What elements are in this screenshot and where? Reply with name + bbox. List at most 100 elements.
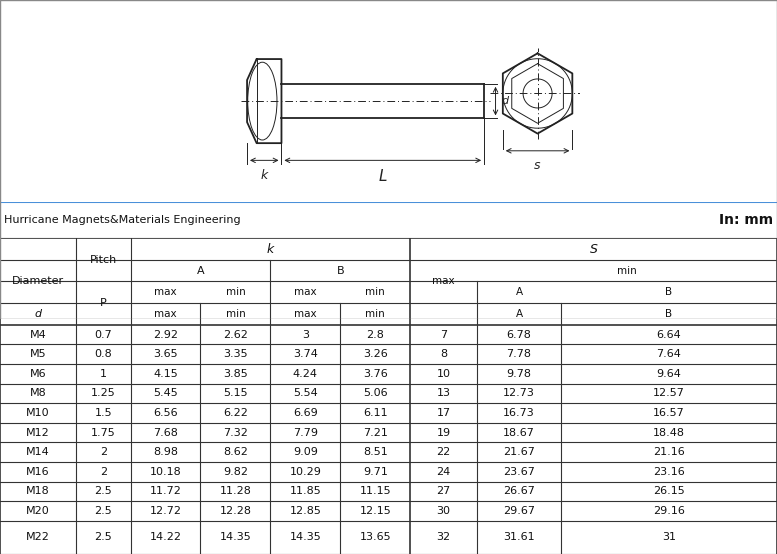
Text: 18.67: 18.67 <box>503 428 535 438</box>
Text: min: min <box>365 309 385 319</box>
Text: 8: 8 <box>440 349 448 359</box>
Text: 6.78: 6.78 <box>507 330 531 340</box>
Text: 1.5: 1.5 <box>95 408 112 418</box>
Text: 2.62: 2.62 <box>223 330 248 340</box>
Text: 7.64: 7.64 <box>657 349 681 359</box>
Text: 7.68: 7.68 <box>153 428 178 438</box>
Text: 32: 32 <box>437 532 451 542</box>
Text: 6.69: 6.69 <box>293 408 318 418</box>
Text: 2.92: 2.92 <box>153 330 178 340</box>
Text: 7.78: 7.78 <box>507 349 531 359</box>
Text: 10: 10 <box>437 369 451 379</box>
Text: 5.45: 5.45 <box>153 388 178 398</box>
Text: 18.48: 18.48 <box>653 428 685 438</box>
Text: 16.73: 16.73 <box>503 408 535 418</box>
Text: 4.15: 4.15 <box>153 369 178 379</box>
Text: 14.35: 14.35 <box>220 532 251 542</box>
Text: 11.15: 11.15 <box>360 486 391 496</box>
Text: 29.67: 29.67 <box>503 506 535 516</box>
Text: max: max <box>432 276 455 286</box>
Text: 7.21: 7.21 <box>363 428 388 438</box>
Text: B: B <box>336 266 344 276</box>
Text: max: max <box>154 309 177 319</box>
Text: 5.15: 5.15 <box>223 388 248 398</box>
Text: max: max <box>294 309 317 319</box>
Text: 3.74: 3.74 <box>293 349 318 359</box>
Text: 16.57: 16.57 <box>653 408 685 418</box>
Text: 0.8: 0.8 <box>95 349 112 359</box>
Text: M5: M5 <box>30 349 47 359</box>
Text: 21.16: 21.16 <box>653 447 685 457</box>
Text: M10: M10 <box>26 408 50 418</box>
Text: 26.15: 26.15 <box>653 486 685 496</box>
Text: 13.65: 13.65 <box>360 532 391 542</box>
Text: 5.54: 5.54 <box>293 388 318 398</box>
Text: min: min <box>225 309 246 319</box>
Text: 7: 7 <box>440 330 448 340</box>
Text: 2: 2 <box>99 467 107 477</box>
Text: d: d <box>34 309 42 319</box>
Text: 5.06: 5.06 <box>363 388 388 398</box>
Text: 27: 27 <box>437 486 451 496</box>
Text: k: k <box>267 243 274 255</box>
Text: M12: M12 <box>26 428 50 438</box>
Text: min: min <box>617 266 637 276</box>
Text: Pitch: Pitch <box>89 255 117 265</box>
Text: 9.82: 9.82 <box>223 467 248 477</box>
Text: 12.15: 12.15 <box>360 506 391 516</box>
Text: max: max <box>154 288 177 297</box>
Text: 9.71: 9.71 <box>363 467 388 477</box>
Text: 2.5: 2.5 <box>95 486 112 496</box>
Text: 1.75: 1.75 <box>91 428 116 438</box>
Text: 7.32: 7.32 <box>223 428 248 438</box>
Text: 21.67: 21.67 <box>503 447 535 457</box>
Text: 2.5: 2.5 <box>95 532 112 542</box>
Text: max: max <box>294 288 317 297</box>
Text: 23.67: 23.67 <box>503 467 535 477</box>
Text: 2: 2 <box>99 447 107 457</box>
Text: 31.61: 31.61 <box>503 532 535 542</box>
Text: 26.67: 26.67 <box>503 486 535 496</box>
Text: M22: M22 <box>26 532 50 542</box>
Text: 1: 1 <box>99 369 107 379</box>
Text: s: s <box>535 159 541 172</box>
Text: min: min <box>225 288 246 297</box>
Text: 9.78: 9.78 <box>507 369 531 379</box>
Text: 6.11: 6.11 <box>363 408 388 418</box>
Text: 13: 13 <box>437 388 451 398</box>
Text: 11.85: 11.85 <box>290 486 321 496</box>
Text: M8: M8 <box>30 388 47 398</box>
Text: 0.7: 0.7 <box>95 330 112 340</box>
Text: 6.22: 6.22 <box>223 408 248 418</box>
Text: 8.62: 8.62 <box>223 447 248 457</box>
Text: M18: M18 <box>26 486 50 496</box>
Text: 10.29: 10.29 <box>289 467 322 477</box>
Text: 3.85: 3.85 <box>223 369 248 379</box>
Text: 3: 3 <box>301 330 309 340</box>
Text: P: P <box>100 298 106 308</box>
Text: 12.72: 12.72 <box>149 506 182 516</box>
Text: 23.16: 23.16 <box>653 467 685 477</box>
Text: 3.65: 3.65 <box>153 349 178 359</box>
Text: min: min <box>365 288 385 297</box>
Text: 8.98: 8.98 <box>153 447 178 457</box>
Text: 8.51: 8.51 <box>363 447 388 457</box>
Text: 9.64: 9.64 <box>657 369 681 379</box>
Text: In: mm: In: mm <box>719 213 773 227</box>
Text: 3.35: 3.35 <box>223 349 248 359</box>
Text: Hurricane Magnets&Materials Engineering: Hurricane Magnets&Materials Engineering <box>4 215 241 225</box>
Text: 3.26: 3.26 <box>363 349 388 359</box>
Text: 11.28: 11.28 <box>219 486 252 496</box>
Text: 12.57: 12.57 <box>653 388 685 398</box>
Text: 14.22: 14.22 <box>149 532 182 542</box>
Text: 29.16: 29.16 <box>653 506 685 516</box>
Text: 6.64: 6.64 <box>657 330 681 340</box>
Text: 10.18: 10.18 <box>150 467 181 477</box>
Text: M6: M6 <box>30 369 47 379</box>
Text: 12.85: 12.85 <box>289 506 322 516</box>
Text: 9.09: 9.09 <box>293 447 318 457</box>
Text: A: A <box>515 288 523 297</box>
Text: M16: M16 <box>26 467 50 477</box>
Text: 24: 24 <box>437 467 451 477</box>
Text: 2.8: 2.8 <box>366 330 385 340</box>
